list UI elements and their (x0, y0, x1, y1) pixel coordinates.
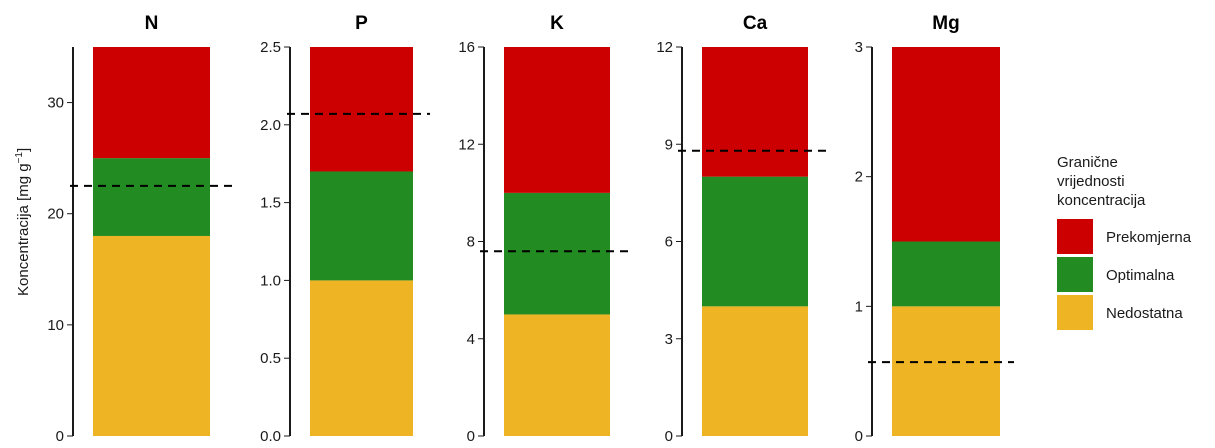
legend-label-prekomjerna: Prekomjerna (1106, 229, 1192, 246)
y-tick-label-k: 16 (458, 39, 475, 56)
panel-title-ca: Ca (743, 13, 768, 34)
y-tick-label-k: 12 (458, 136, 475, 153)
y-tick-label-p: 1.0 (260, 272, 281, 289)
y-tick-label-n: 20 (47, 206, 64, 223)
y-tick-label-p: 2.0 (260, 117, 281, 134)
legend-title-line: vrijednosti (1057, 173, 1125, 190)
bar-segment-ca-nedostatna (702, 306, 808, 436)
y-tick-label-ca: 0 (665, 428, 673, 445)
panel-ca: Ca 0 3 6 9 12 (656, 13, 826, 445)
y-tick-label-k: 4 (467, 331, 475, 348)
legend-swatch-optimalna (1057, 257, 1093, 292)
bar-segment-n-prekomjerna (93, 47, 210, 159)
legend-label-nedostatna: Nedostatna (1106, 305, 1183, 322)
legend-title-line: koncentracija (1057, 192, 1146, 209)
panel-title-p: P (355, 13, 368, 34)
panel-title-mg: Mg (932, 13, 959, 34)
bar-segment-k-optimalna (504, 192, 610, 315)
legend: Granične vrijednosti koncentracija Prekomje… (1057, 154, 1192, 330)
y-tick-label-p: 0.0 (260, 428, 281, 445)
y-tick-label-mg: 2 (855, 169, 863, 186)
bar-segment-ca-prekomjerna (702, 47, 808, 177)
bar-segment-n-optimalna (93, 158, 210, 236)
bar-segment-mg-optimalna (892, 241, 1000, 307)
legend-swatch-nedostatna (1057, 295, 1093, 330)
legend-swatch-prekomjerna (1057, 219, 1093, 254)
bar-segment-k-prekomjerna (504, 47, 610, 193)
y-tick-label-p: 1.5 (260, 195, 281, 212)
y-tick-label-ca: 12 (656, 39, 673, 56)
y-tick-label-p: 2.5 (260, 39, 281, 56)
y-tick-label-k: 0 (467, 428, 475, 445)
y-tick-label-mg: 1 (855, 298, 863, 315)
bar-segment-n-nedostatna (93, 235, 210, 436)
legend-label-optimalna: Optimalna (1106, 267, 1175, 284)
y-tick-label-mg: 3 (855, 39, 863, 56)
panels: N0102030P0.00.51.01.52.02.5K0481216Ca036… (47, 13, 1014, 445)
y-tick-label-mg: 0 (855, 428, 863, 445)
panel-title-k: K (550, 13, 564, 34)
bar-segment-ca-optimalna (702, 176, 808, 307)
y-tick-label-p: 0.5 (260, 350, 281, 367)
y-tick-label-n: 30 (47, 95, 64, 112)
bar-segment-mg-nedostatna (892, 306, 1000, 436)
y-tick-label-k: 8 (467, 234, 475, 251)
panel-p: P 0.0 0.5 1.0 1.5 2.0 2.5 (260, 13, 430, 445)
y-tick-label-n: 0 (56, 428, 64, 445)
panel-mg: Mg 0 1 2 3 (855, 13, 1014, 445)
bar-segment-p-prekomjerna (310, 47, 413, 172)
bar-segment-mg-prekomjerna (892, 47, 1000, 242)
bar-segment-p-optimalna (310, 171, 413, 281)
bar-segment-k-nedostatna (504, 314, 610, 436)
panel-n: N 0 10 20 30 (47, 13, 232, 445)
y-tick-label-n: 10 (47, 317, 64, 334)
y-axis-label: Koncentracija [mg g−1] (14, 148, 32, 296)
y-tick-label-ca: 3 (665, 331, 673, 348)
bar-segment-p-nedostatna (310, 280, 413, 436)
y-tick-label-ca: 6 (665, 234, 673, 251)
panel-title-n: N (145, 13, 159, 34)
legend-title-line: Granične (1057, 154, 1118, 171)
y-tick-label-ca: 9 (665, 136, 673, 153)
panel-k: K 0 4 8 12 16 (458, 13, 628, 445)
